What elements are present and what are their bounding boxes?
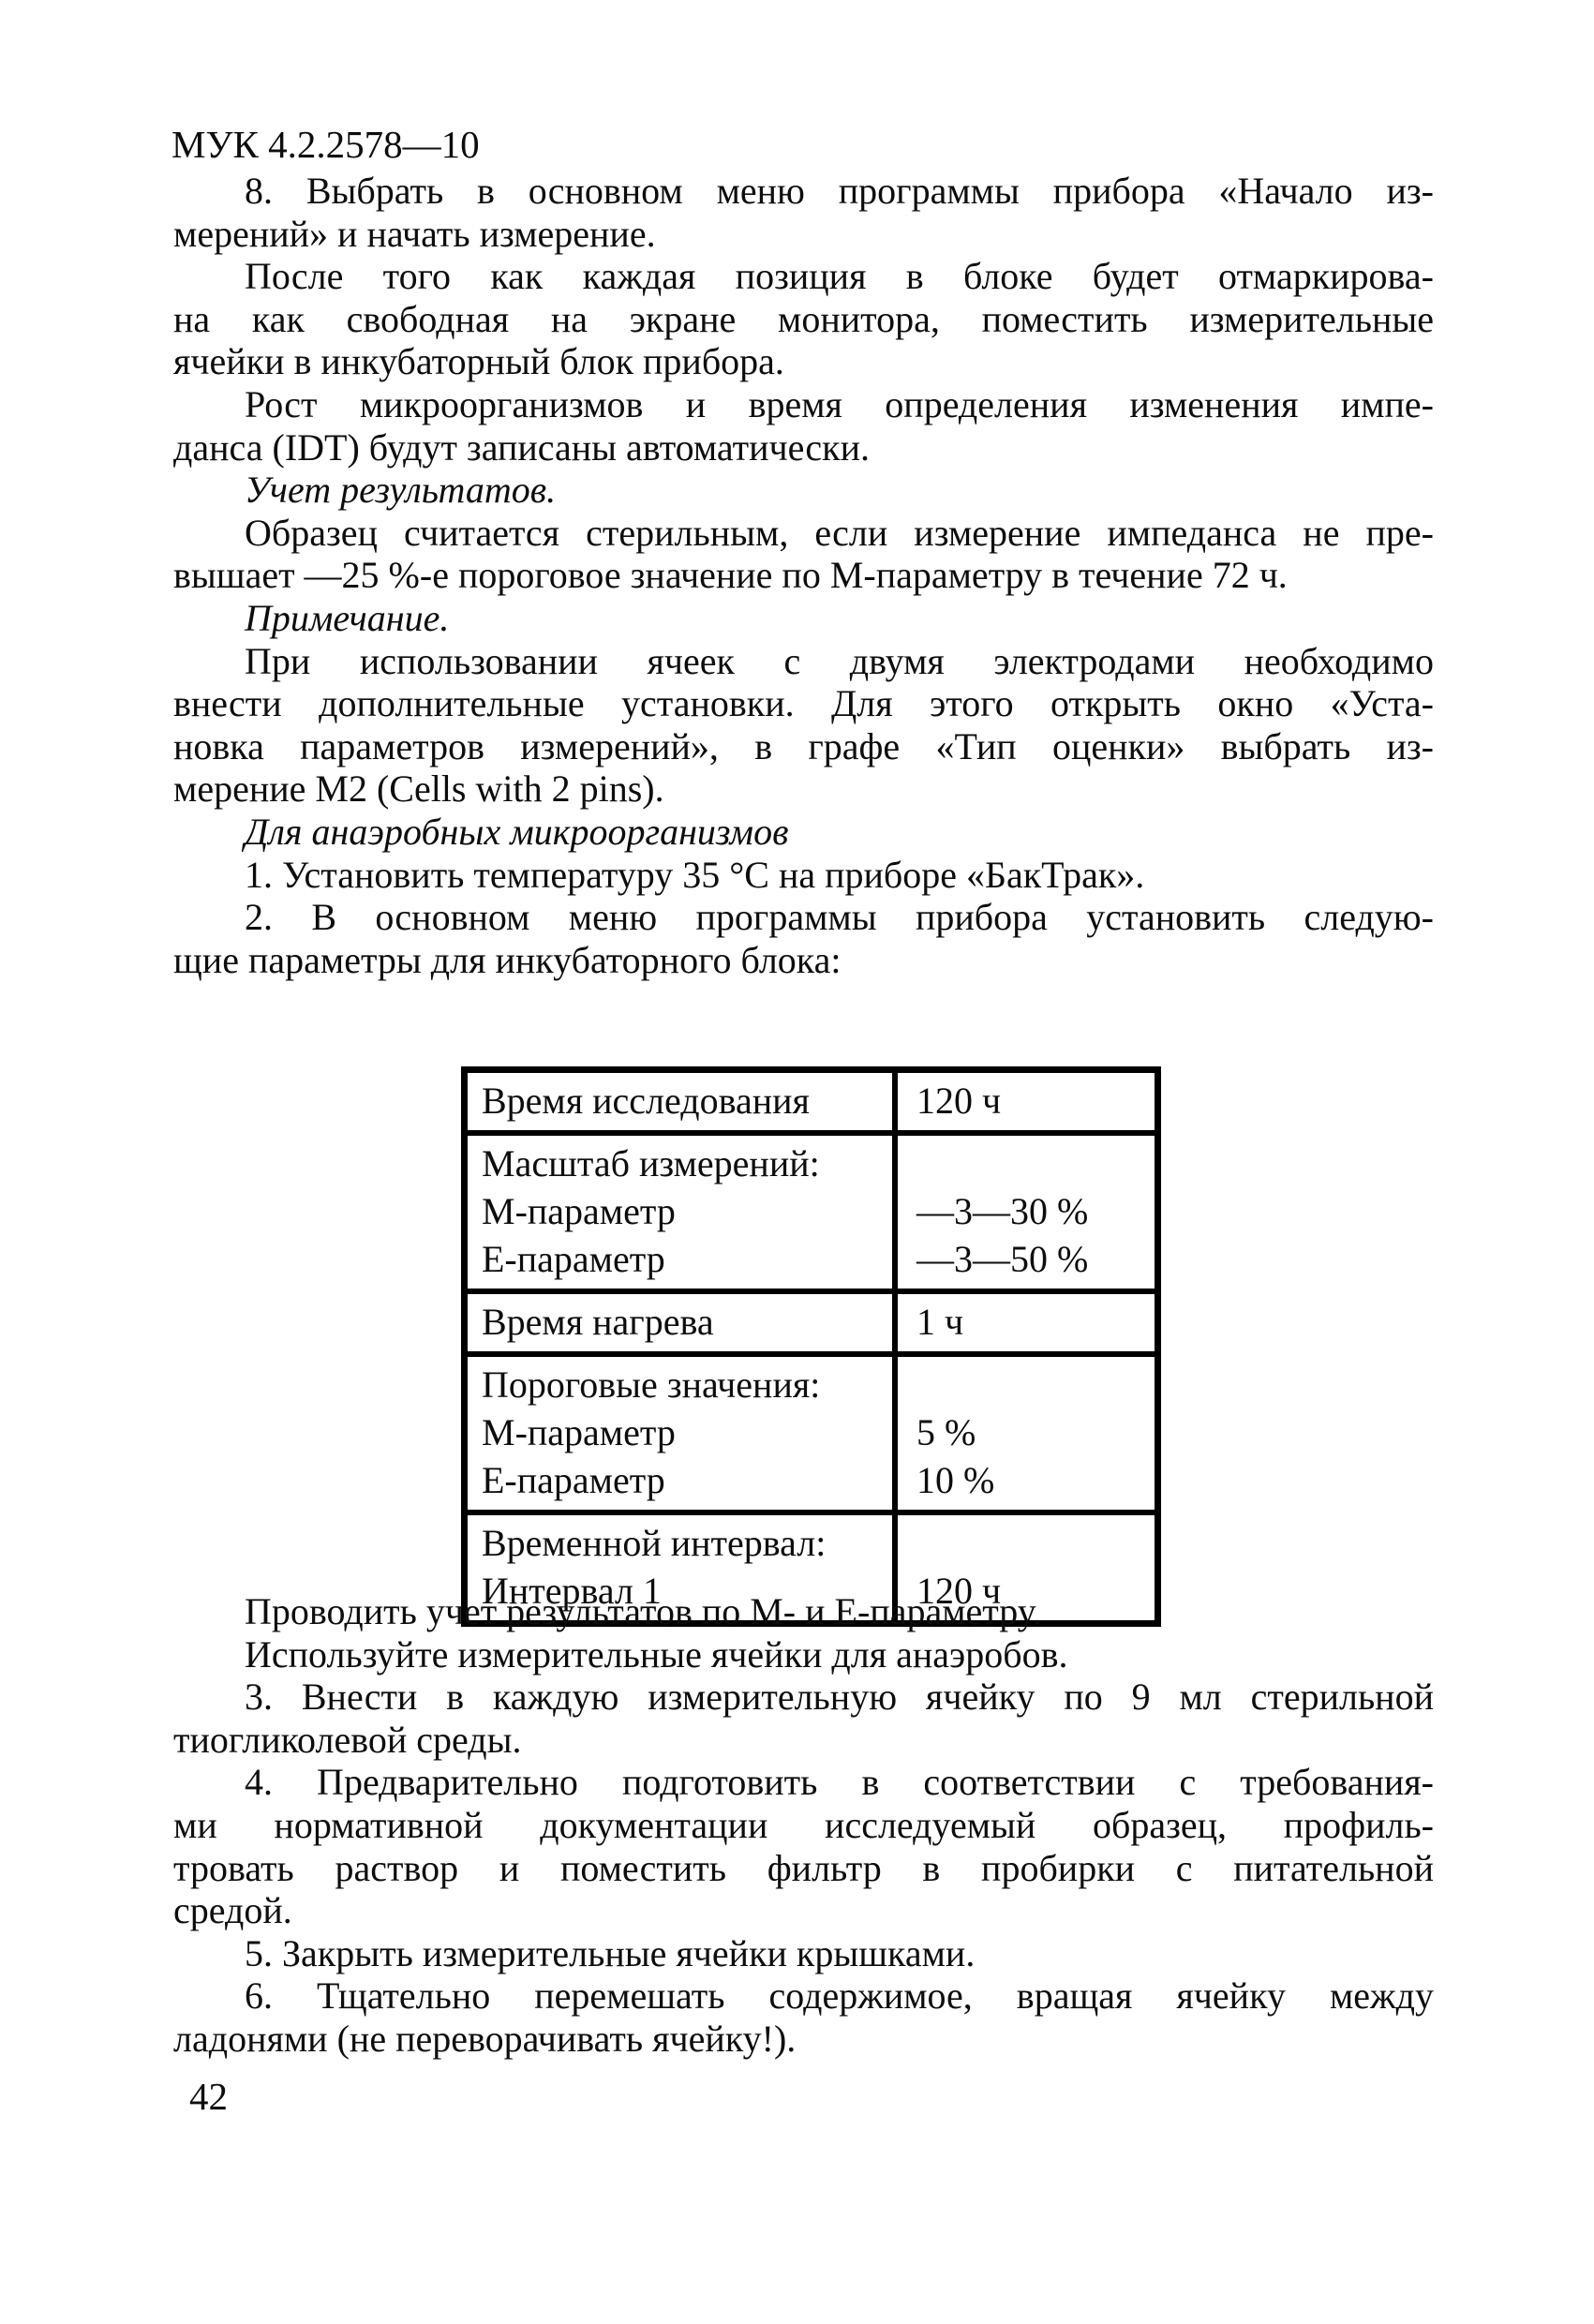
text-line: средой. (173, 1889, 292, 1932)
table-row: Время исследования 120 ч (461, 1066, 1161, 1136)
table-row: Временной интервал: Интервал 1 120 ч (461, 1510, 1161, 1627)
table-cell-line: Масштаб измерений: (482, 1142, 820, 1184)
paragraph: 4. Предварительно подготовить в соответс… (173, 1761, 1434, 1931)
table-cell-line: М-параметр (482, 1190, 676, 1232)
table-cell-line: М-параметр (482, 1411, 676, 1453)
text-line: 2. В основном меню программы прибора уст… (245, 896, 1434, 939)
table-cell-line: Пороговые значения: (482, 1363, 821, 1406)
text-line: мерений» и начать измерение. (173, 212, 656, 255)
table-cell: Временной интервал: Интервал 1 (461, 1510, 898, 1627)
table-cell-line: Е-параметр (482, 1238, 665, 1280)
text-line: тровать раствор и поместить фильтр в про… (173, 1846, 1434, 1889)
table-cell: 5 % 10 % (892, 1351, 1161, 1515)
paragraph: Проводить учет результатов по М- и Е-пар… (173, 1590, 1434, 1633)
paragraph: При использовании ячеек с двумя электрод… (173, 640, 1434, 811)
table-cell: 1 ч (892, 1289, 1161, 1357)
table-row: Пороговые значения: М-параметр Е-параметр … (461, 1351, 1161, 1515)
paragraph: После того как каждая позиция в блоке бу… (173, 255, 1434, 383)
paragraph: Для анаэробных микроорганизмов (173, 811, 1434, 854)
paragraph: 8. Выбрать в основном меню программы при… (173, 170, 1434, 255)
paragraph: Рост микроорганизмов и время определения… (173, 383, 1434, 469)
parameters-table-body: Время исследования 120 ч Масштаб измерений… (461, 1066, 1161, 1627)
table-cell: Пороговые значения: М-параметр Е-параметр (461, 1351, 898, 1515)
table-cell-line: 120 ч (916, 1570, 1002, 1612)
table-row: Время нагрева 1 ч (461, 1289, 1161, 1357)
table-cell-line: 5 % (916, 1411, 976, 1453)
text-line: Для анаэробных микроорганизмов (245, 810, 789, 853)
paragraph: 6. Тщательно перемешать содержимое, вращ… (173, 1974, 1434, 2060)
text-line: тиогликолевой среды. (173, 1718, 522, 1761)
text-line: внести дополнительные установки. Для это… (173, 682, 1434, 725)
text-line: вышает —25 %-е пороговое значение по М-п… (173, 554, 1288, 597)
table-cell-line: 10 % (916, 1459, 995, 1501)
table-cell-line: —3—30 % (916, 1190, 1089, 1232)
text-line: Рост микроорганизмов и время определения… (245, 382, 1434, 425)
table-cell-line: Е-параметр (482, 1459, 665, 1501)
text-line: При использовании ячеек с двумя электрод… (245, 639, 1434, 682)
table-row: Масштаб измерений: М-параметр Е-параметр —… (461, 1130, 1161, 1294)
text-line: щие параметры для инкубаторного блока: (173, 938, 842, 981)
table-cell: —3—30 % —3—50 % (892, 1130, 1161, 1294)
table-cell: Масштаб измерений: М-параметр Е-параметр (461, 1130, 898, 1294)
table-cell-line: Время нагрева (482, 1301, 714, 1343)
table-cell: Время нагрева (461, 1289, 898, 1357)
text-line: 5. Закрыть измерительные ячейки крышками… (245, 1931, 976, 1974)
text-line: ладонями (не переворачивать ячейку!). (173, 2017, 797, 2060)
text-line: Используйте измерительные ячейки для ана… (245, 1632, 1068, 1676)
page-number: 42 (189, 2075, 228, 2118)
table-cell-line: Время исследования (482, 1080, 810, 1122)
table-cell-line: Интервал 1 (482, 1570, 662, 1612)
text-line: на как свободная на экране монитора, пом… (173, 297, 1434, 340)
paragraph: 3. Внести в каждую измерительную ячейку … (173, 1676, 1434, 1761)
text-line: После того как каждая позиция в блоке бу… (245, 255, 1434, 298)
table-cell-line: —3—50 % (916, 1238, 1089, 1280)
text-line: мерение М2 (Cells with 2 pins). (173, 767, 664, 811)
text-line: 3. Внести в каждую измерительную ячейку … (245, 1676, 1434, 1719)
text-line: данса (IDT) будут записаны автоматически… (173, 425, 870, 469)
body-text-bottom: Проводить учет результатов по М- и Е-пар… (173, 1590, 1434, 2061)
table-cell: Время исследования (461, 1066, 898, 1136)
text-line: новка параметров измерений», в графе «Ти… (173, 724, 1434, 767)
table-cell-line (916, 1519, 1147, 1567)
text-line: 8. Выбрать в основном меню программы при… (245, 170, 1434, 212)
text-line: Проводить учет результатов по М- и Е-пар… (245, 1590, 1042, 1632)
paragraph: 1. Установить температуру 35 °С на прибо… (173, 854, 1434, 897)
paragraph: Учет результатов. (173, 469, 1434, 512)
text-line: Образец считается стерильным, если измер… (245, 511, 1434, 554)
table-cell: 120 ч (892, 1510, 1161, 1627)
table-cell-line: Временной интервал: (482, 1522, 827, 1564)
paragraph: Образец считается стерильным, если измер… (173, 512, 1434, 597)
doc-number: МУК 4.2.2578—10 (171, 123, 480, 166)
text-line: Примечание. (245, 596, 450, 639)
text-line: 6. Тщательно перемешать содержимое, вращ… (245, 1974, 1434, 2018)
parameters-table: Время исследования 120 ч Масштаб измерений… (461, 1066, 1161, 1627)
text-line: Учет результатов. (245, 469, 557, 512)
paragraph: 5. Закрыть измерительные ячейки крышками… (173, 1932, 1434, 1975)
paragraph: 2. В основном меню программы прибора уст… (173, 896, 1434, 981)
table-cell-line: 1 ч (916, 1301, 964, 1343)
text-line: ми нормативной документации исследуемый … (173, 1803, 1434, 1846)
table-cell-line: 120 ч (916, 1080, 1002, 1122)
table-cell-line (916, 1140, 1147, 1187)
table-cell: 120 ч (892, 1066, 1161, 1136)
paragraph: Примечание. (173, 597, 1434, 640)
text-line: 1. Установить температуру 35 °С на прибо… (245, 853, 1145, 896)
paragraph: Используйте измерительные ячейки для ана… (173, 1633, 1434, 1676)
text-line: 4. Предварительно подготовить в соответс… (245, 1761, 1434, 1804)
text-line: ячейки в инкубаторный блок прибора. (173, 340, 784, 383)
body-text-top: 8. Выбрать в основном меню программы при… (173, 170, 1434, 981)
table-cell-line (916, 1361, 1147, 1408)
